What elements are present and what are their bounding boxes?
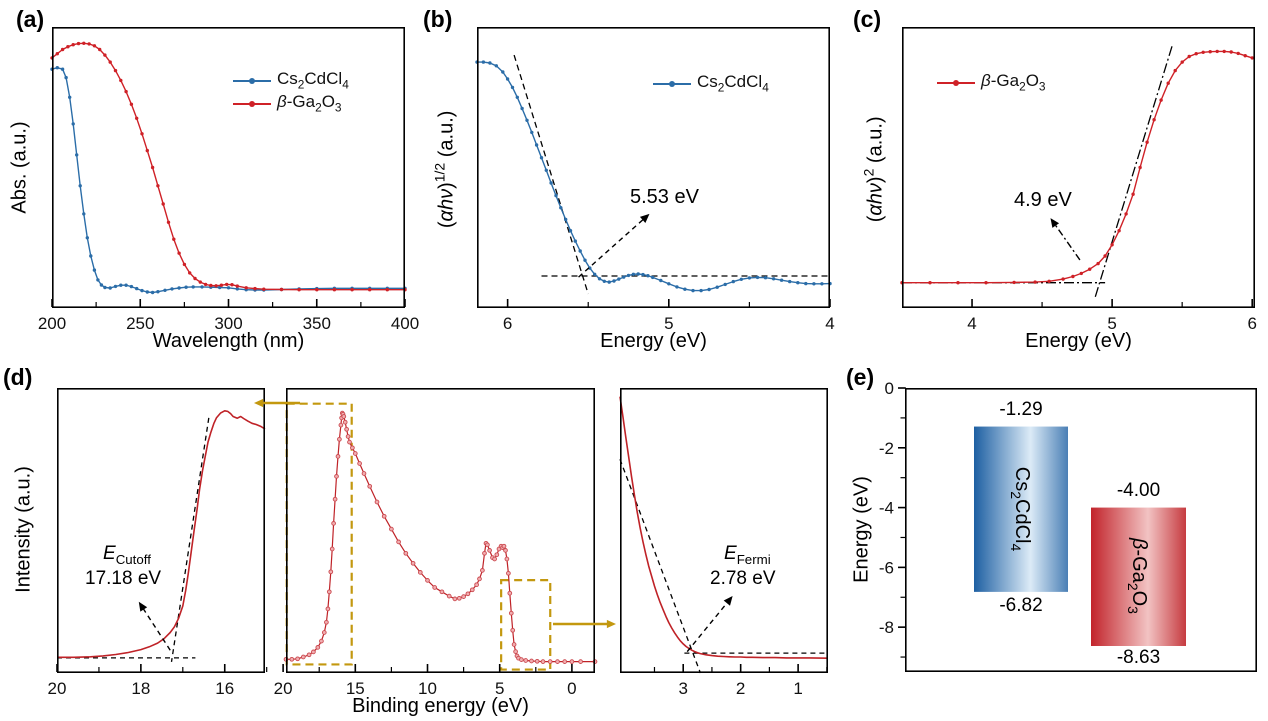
legend-line-red — [233, 100, 271, 107]
legend-item-cs2cdcl4: Cs2CdCl4 — [653, 72, 769, 95]
panel-b-tauc-plot-cs2cdcl4: 6 5 4 — [475, 27, 835, 333]
panel-a-y-axis-label: Abs. (a.u.) — [8, 121, 31, 214]
svg-text:10: 10 — [418, 679, 437, 698]
svg-text:5: 5 — [1107, 314, 1116, 333]
legend-line-blue — [233, 77, 271, 84]
ups-cutoff-canvas: 20 18 16 — [48, 388, 268, 698]
svg-text:0: 0 — [885, 379, 894, 398]
panel-b-y-axis-label: (αhν)1/2 (a.u.) — [431, 110, 458, 229]
panel-c-letter: (c) — [853, 6, 882, 32]
bandgap-annotation-cs2cdcl4: 5.53 eV — [630, 186, 699, 208]
panel-d-y-axis-label: Intensity (a.u.) — [12, 466, 35, 593]
cutoff-energy-symbol: ECutoff — [103, 543, 151, 567]
panel-c-tauc-plot-ga2o3: 4 5 6 — [900, 27, 1257, 333]
tauc-plot-ga2o3-canvas: 4 5 6 — [900, 27, 1257, 333]
svg-text:16: 16 — [215, 679, 234, 698]
panel-a-x-axis-label: Wavelength (nm) — [152, 330, 305, 352]
svg-text:350: 350 — [303, 314, 331, 333]
legend-item-ga2o3: β-Ga2O3 — [937, 71, 1046, 94]
svg-text:5: 5 — [495, 679, 504, 698]
svg-text:-8: -8 — [879, 618, 894, 637]
svg-text:20: 20 — [274, 679, 293, 698]
panel-a-legend: Cs2CdCl4 β-Ga2O3 — [233, 69, 349, 115]
cutoff-energy-value: 17.18 eV — [85, 568, 162, 589]
legend-marker-blue — [249, 77, 255, 84]
panel-b-x-axis-label: Energy (eV) — [600, 330, 707, 352]
svg-text:4: 4 — [967, 314, 976, 333]
svg-text:300: 300 — [214, 314, 242, 333]
svg-text:250: 250 — [126, 314, 154, 333]
svg-text:1: 1 — [793, 679, 802, 698]
fermi-energy-value: 2.78 eV — [710, 568, 776, 589]
legend-item-ga2o3: β-Ga2O3 — [233, 92, 349, 115]
panel-c-x-axis-label: Energy (eV) — [1025, 330, 1132, 352]
svg-text:5: 5 — [664, 314, 673, 333]
tauc-plot-cs2cdcl4-canvas: 6 5 4 — [475, 27, 835, 333]
legend-label-cs2cdcl4: Cs2CdCl4 — [697, 72, 769, 95]
legend-line-red — [937, 79, 975, 86]
legend-label-ga2o3: β-Ga2O3 — [981, 71, 1046, 94]
legend-marker-blue — [669, 80, 675, 87]
panel-b-legend: Cs2CdCl4 — [653, 72, 769, 95]
energy-level-canvas: 0 -2 -4 -6 -8 — [879, 379, 1257, 672]
panel-c-legend: β-Ga2O3 — [937, 71, 1046, 94]
panel-d-letter: (d) — [3, 364, 33, 390]
legend-line-blue — [653, 80, 691, 87]
svg-text:400: 400 — [391, 314, 419, 333]
svg-text:-6: -6 — [879, 558, 894, 577]
svg-text:4: 4 — [825, 314, 834, 333]
panel-c-y-axis-label: (αhν)2 (a.u.) — [860, 116, 887, 223]
legend-label-cs2cdcl4: Cs2CdCl4 — [277, 69, 349, 92]
panel-d-ups-cutoff-plot: 20 18 16 — [48, 388, 268, 698]
svg-text:6: 6 — [1247, 314, 1256, 333]
svg-text:2: 2 — [736, 679, 745, 698]
panel-a-absorption-plot: 200 250 300 350 400 — [38, 27, 419, 333]
svg-text:3: 3 — [678, 679, 687, 698]
panel-b-letter: (b) — [423, 6, 453, 32]
cs2cdcl4-cbm-value: -1.29 — [999, 399, 1043, 420]
ga2o3-cbm-value: -4.00 — [1116, 480, 1161, 501]
svg-text:200: 200 — [38, 314, 66, 333]
legend-item-cs2cdcl4: Cs2CdCl4 — [233, 69, 349, 92]
panel-d-x-axis-label: Binding energy (eV) — [352, 695, 529, 717]
panel-d-ups-full-plot: 20 15 10 5 0 — [274, 388, 598, 698]
legend-marker-red — [249, 100, 255, 107]
panel-e-energy-level-diagram: 0 -2 -4 -6 -8 — [879, 379, 1257, 672]
legend-label-ga2o3: β-Ga2O3 — [277, 92, 342, 115]
cs2cdcl4-vbm-value: -6.82 — [999, 595, 1043, 616]
fermi-energy-symbol: EFermi — [724, 543, 771, 567]
cs2cdcl4-bar-label: Cs2CdCl4 — [1008, 466, 1033, 552]
ups-full-spectrum-canvas: 20 15 10 5 0 — [274, 388, 598, 698]
svg-text:6: 6 — [503, 314, 512, 333]
ga2o3-bar-label: β-Ga2O3 — [1125, 538, 1150, 614]
ups-fermi-edge-canvas: 3 2 1 — [619, 388, 829, 698]
svg-text:18: 18 — [131, 679, 150, 698]
svg-text:15: 15 — [346, 679, 365, 698]
svg-text:-2: -2 — [879, 439, 894, 458]
ga2o3-vbm-value: -8.63 — [1116, 647, 1161, 668]
panel-a-letter: (a) — [16, 6, 45, 32]
panel-d-ups-fermi-plot: 3 2 1 — [619, 388, 829, 698]
panel-e-letter: (e) — [846, 364, 875, 390]
svg-text:-4: -4 — [879, 499, 894, 518]
bandgap-annotation-ga2o3: 4.9 eV — [1014, 189, 1072, 211]
svg-text:0: 0 — [567, 679, 576, 698]
absorption-spectra-canvas: 200 250 300 350 400 — [38, 27, 419, 333]
panel-e-y-axis-label: Energy (eV) — [850, 476, 873, 583]
svg-text:20: 20 — [48, 679, 67, 698]
legend-marker-red — [953, 79, 959, 86]
